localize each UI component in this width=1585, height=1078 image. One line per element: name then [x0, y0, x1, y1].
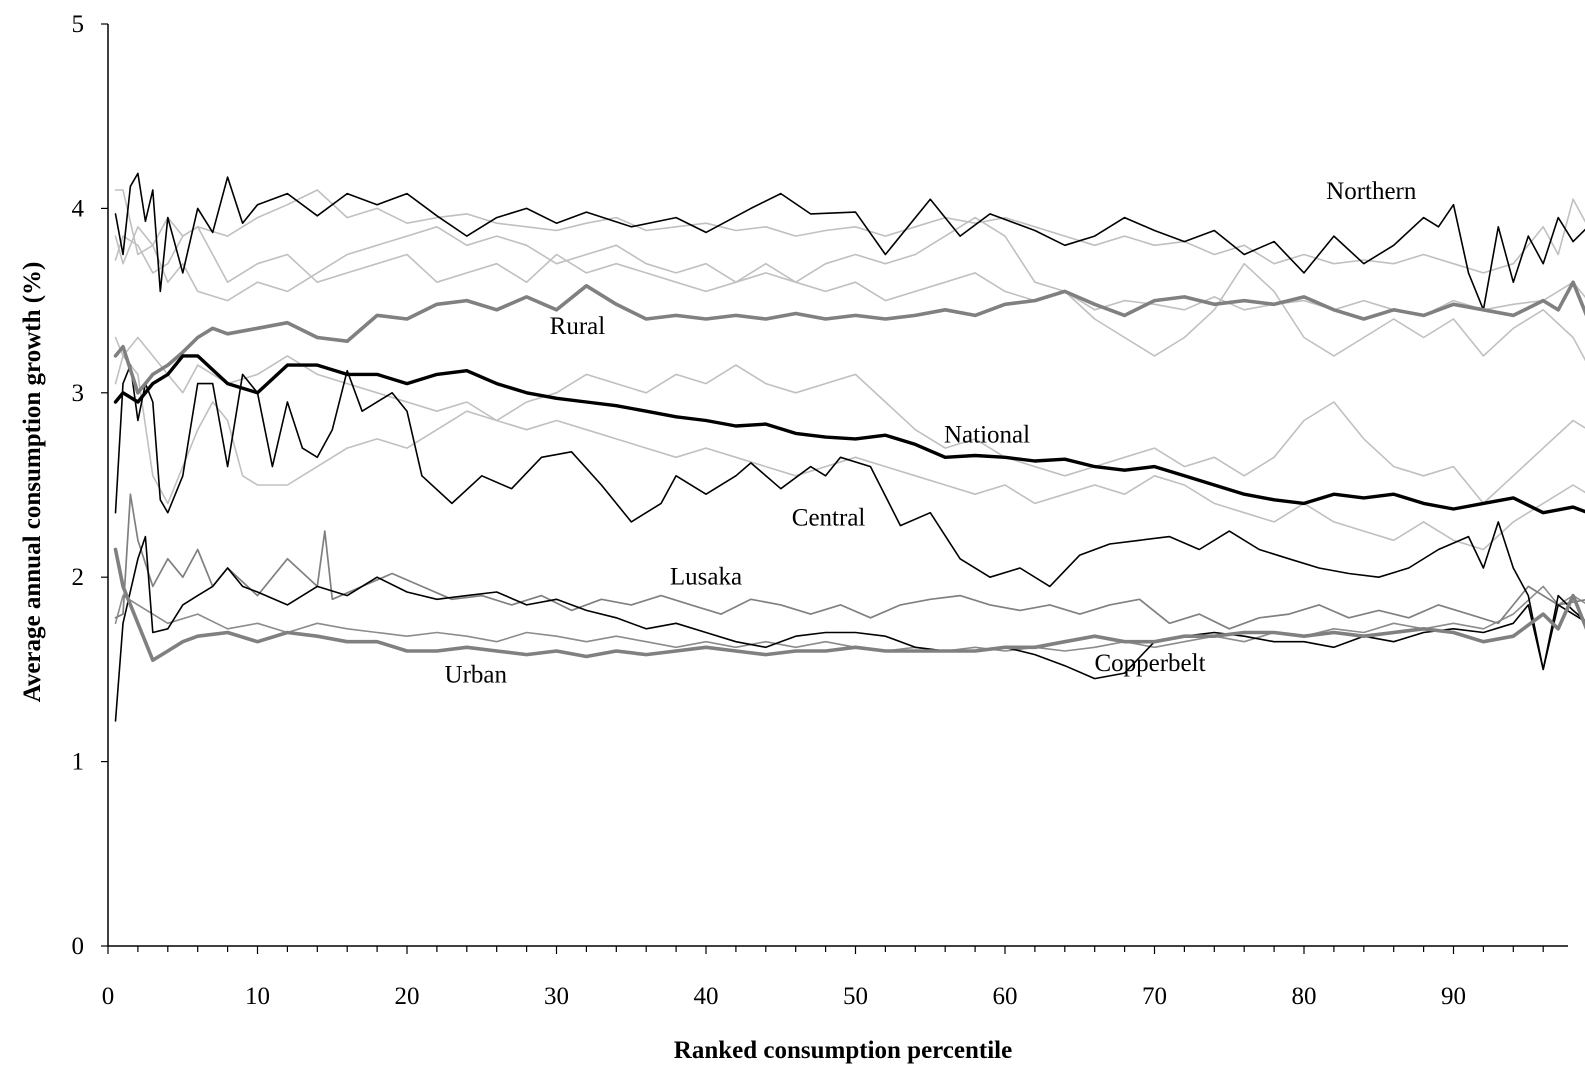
series-label-national: National: [944, 422, 1030, 449]
x-tick-label: 50: [843, 983, 868, 1010]
series-line-unlabelled-12: [114, 585, 1585, 652]
series-line-urban: [113, 547, 1585, 662]
x-tick-label: 30: [544, 983, 569, 1010]
y-tick-label: 1: [72, 749, 85, 776]
series-line-lusaka: [114, 493, 1585, 630]
series-line-rural: [113, 280, 1585, 395]
y-tick-label: 0: [72, 933, 85, 960]
series-line-central: [114, 364, 1585, 671]
series-line-unlabelled-11: [114, 336, 1585, 551]
x-tick-label: 0: [102, 983, 115, 1010]
series-line-national: [113, 354, 1585, 515]
series-layer: [113, 172, 1585, 722]
x-tick-label: 70: [1142, 983, 1167, 1010]
x-tick-label: 90: [1441, 983, 1466, 1010]
series-line-unlabelled-8: [114, 226, 1585, 317]
x-tick-label: 10: [245, 983, 270, 1010]
y-axis-title: Average annual consumption growth (%): [19, 262, 46, 703]
x-axis-title: Ranked consumption percentile: [674, 1037, 1012, 1064]
x-tick-label: 60: [993, 983, 1018, 1010]
series-labels: Northern Rural National Central Lusaka Urban C…: [445, 178, 1417, 688]
y-tick-label: 3: [72, 380, 85, 407]
series-label-northern: Northern: [1326, 178, 1417, 205]
series-label-urban: Urban: [445, 661, 508, 688]
series-label-copperbelt: Copperbelt: [1094, 650, 1205, 677]
x-tick-label: 20: [395, 983, 420, 1010]
series-label-rural: Rural: [550, 313, 606, 340]
x-tick-label: 40: [694, 983, 719, 1010]
series-line-unlabelled-9: [114, 216, 1585, 362]
series-label-central: Central: [792, 505, 866, 532]
series-line-unlabelled-7: [114, 189, 1585, 274]
series-label-lusaka: Lusaka: [670, 564, 742, 591]
x-tick-label: 80: [1292, 983, 1317, 1010]
series-line-copperbelt: [114, 535, 1585, 722]
y-tick-label: 2: [72, 564, 85, 591]
series-line-northern: [114, 172, 1585, 311]
y-tick-label: 5: [72, 11, 85, 38]
y-tick-label: 4: [72, 195, 85, 222]
series-line-unlabelled-10: [114, 336, 1585, 505]
